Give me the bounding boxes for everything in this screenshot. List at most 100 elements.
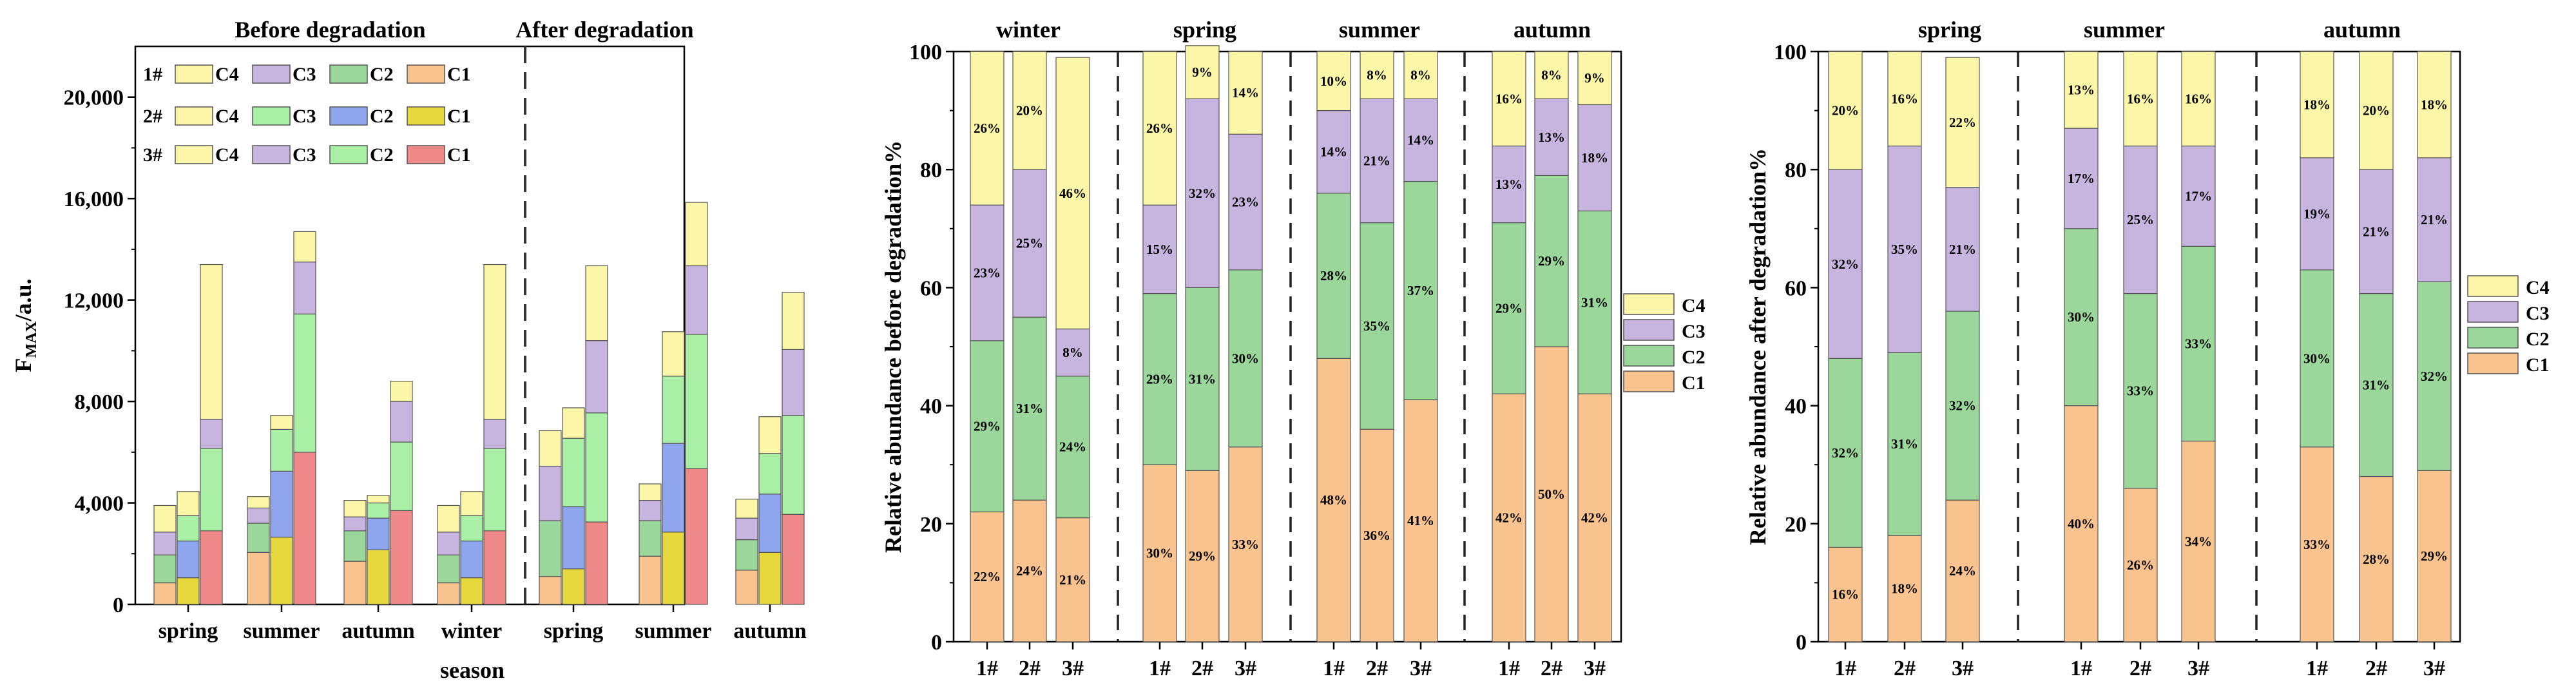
x-tick-label: 1# <box>1149 657 1171 680</box>
bar-segment-winter-2#-c2 <box>1012 316 1047 501</box>
x-tick-label: 1# <box>976 657 998 680</box>
segment-label: 16% <box>1891 91 1918 106</box>
bar-segment-summer-3-c2 <box>685 334 708 470</box>
x-tick-label: spring <box>544 619 604 643</box>
segment-label: 17% <box>2068 171 2095 186</box>
bar-segment-summer-1#-c4 <box>1316 51 1351 111</box>
segment-label: 30% <box>1146 546 1173 561</box>
segment-label: 18% <box>2303 97 2331 112</box>
legend-item-label: C4 <box>215 64 239 85</box>
bar-segment-spring-2-c1 <box>562 568 585 605</box>
bar-segment-summer-3#-c4 <box>1403 51 1438 99</box>
y-tick-label: 12,000 <box>64 289 124 313</box>
segment-label: 9% <box>1192 64 1213 80</box>
segment-label: 21% <box>1363 153 1390 168</box>
bar-segment-summer-2-c3 <box>662 376 685 444</box>
segment-label: 16% <box>1832 587 1859 602</box>
y-label-sub: MAX <box>23 321 40 358</box>
bar-segment-summer-1-c3 <box>247 507 270 524</box>
segment-label: 16% <box>2127 91 2154 106</box>
legend-label-c4: C4 <box>2526 277 2550 298</box>
y-tick-label: 0 <box>931 631 942 655</box>
x-tick-label: 1# <box>1323 657 1345 680</box>
legend-swatch-c1 <box>407 64 445 84</box>
bar-segment-spring-1-c4 <box>153 505 177 533</box>
legend-swatch-c1 <box>407 145 445 164</box>
bar-segment-spring-1#-c3 <box>1142 204 1177 294</box>
y-tick-label: 0 <box>1796 631 1807 655</box>
x-tick-label: 3# <box>1952 657 1974 680</box>
segment-label: 46% <box>1059 186 1086 201</box>
segment-label: 8% <box>1062 345 1083 360</box>
legend-item-label: C3 <box>293 144 316 166</box>
bar-segment-summer-3#-c1 <box>2181 440 2216 642</box>
legend-label-c4: C4 <box>1682 295 1706 316</box>
bar-segment-spring-3#-c2 <box>1945 311 1980 501</box>
segment-label: 17% <box>2185 188 2212 204</box>
segment-label: 32% <box>1832 445 1859 461</box>
bar-segment-spring-1-c2 <box>153 554 177 584</box>
legend-swatch-c1 <box>1623 370 1675 392</box>
segment-label: 31% <box>1189 371 1216 387</box>
bar-segment-summer-1#-c4 <box>2064 51 2099 129</box>
y-tick-label: 16,000 <box>64 187 124 211</box>
bar-segment-autumn-1#-c4 <box>2300 51 2334 159</box>
bar-segment-summer-3-c1 <box>293 452 316 605</box>
bar-segment-winter-1-c3 <box>437 532 460 555</box>
x-tick-label: 3# <box>2423 657 2445 680</box>
bar-segment-spring-1-c1 <box>539 576 562 605</box>
segment-label: 29% <box>1538 253 1565 269</box>
segment-label: 24% <box>1059 439 1086 455</box>
panel-a-absolute-fmax: Before degradation After degradation 0 4,00… <box>10 17 807 683</box>
bar-segment-spring-3-c4 <box>585 265 608 341</box>
segment-label: 9% <box>1584 70 1605 86</box>
bar-segment-summer-2#-c3 <box>2123 145 2158 294</box>
segment-label: 14% <box>1407 132 1434 148</box>
bar-segment-autumn-3-c3 <box>782 349 805 416</box>
bar-segment-autumn-2#-c4 <box>2359 51 2394 170</box>
legend-swatch-c1 <box>2467 352 2519 374</box>
season-title: autumn <box>1514 17 1591 43</box>
bar-segment-spring-2-c1 <box>177 577 200 605</box>
segment-label: 29% <box>1495 300 1523 316</box>
bar-segment-summer-2#-c4 <box>1360 51 1394 99</box>
bar-segment-autumn-2#-c1 <box>1534 346 1569 642</box>
segment-label: 36% <box>1363 528 1390 543</box>
segment-label: 19% <box>2303 206 2331 222</box>
bar-segment-autumn-2#-c3 <box>1534 98 1569 176</box>
legend-swatch-c3 <box>252 64 291 84</box>
bar-segment-summer-1-c4 <box>639 483 662 501</box>
segment-label: 50% <box>1538 486 1565 502</box>
season-title: summer <box>2084 17 2165 43</box>
bar-segment-autumn-3-c1 <box>782 514 805 605</box>
bar-segment-spring-2#-c2 <box>1185 287 1220 471</box>
bar-segment-summer-2#-c4 <box>2123 51 2158 147</box>
bar-segment-autumn-1-c2 <box>735 539 758 571</box>
x-axis-label: season <box>440 657 505 683</box>
bar-segment-winter-3#-c4 <box>1055 57 1090 330</box>
bar-segment-summer-3-c4 <box>293 231 316 263</box>
bar-segment-summer-3#-c2 <box>2181 245 2216 442</box>
bar-segment-summer-2-c4 <box>662 331 685 377</box>
bar-segment-autumn-1#-c4 <box>1492 51 1526 147</box>
bar-segment-winter-1-c2 <box>437 554 460 584</box>
legend-label-c2: C2 <box>1682 347 1706 368</box>
segment-label: 8% <box>1367 68 1387 83</box>
segment-label: 16% <box>2185 91 2212 106</box>
bar-segment-winter-2#-c1 <box>1012 499 1047 642</box>
legend-swatch-c3 <box>252 106 291 126</box>
x-tick-label: 3# <box>1062 657 1084 680</box>
segment-label: 23% <box>1232 195 1259 210</box>
bar-segment-spring-1#-c2 <box>1142 293 1177 465</box>
segment-label: 14% <box>1232 85 1259 101</box>
bar-segment-autumn-1-c1 <box>735 570 758 605</box>
y-tick-label: 20,000 <box>64 86 124 110</box>
x-tick-label: summer <box>635 619 712 643</box>
panel-c-relative-after: 0 20 40 60 80 100 Relative abundance after deg… <box>1745 17 2550 680</box>
bar-segment-spring-2-c3 <box>562 437 585 508</box>
bar-segment-spring-1-c3 <box>539 465 562 521</box>
legend-item-label: C2 <box>370 106 394 127</box>
bar-segment-autumn-3-c4 <box>390 380 413 402</box>
bar-segment-autumn-2-c4 <box>758 416 782 454</box>
